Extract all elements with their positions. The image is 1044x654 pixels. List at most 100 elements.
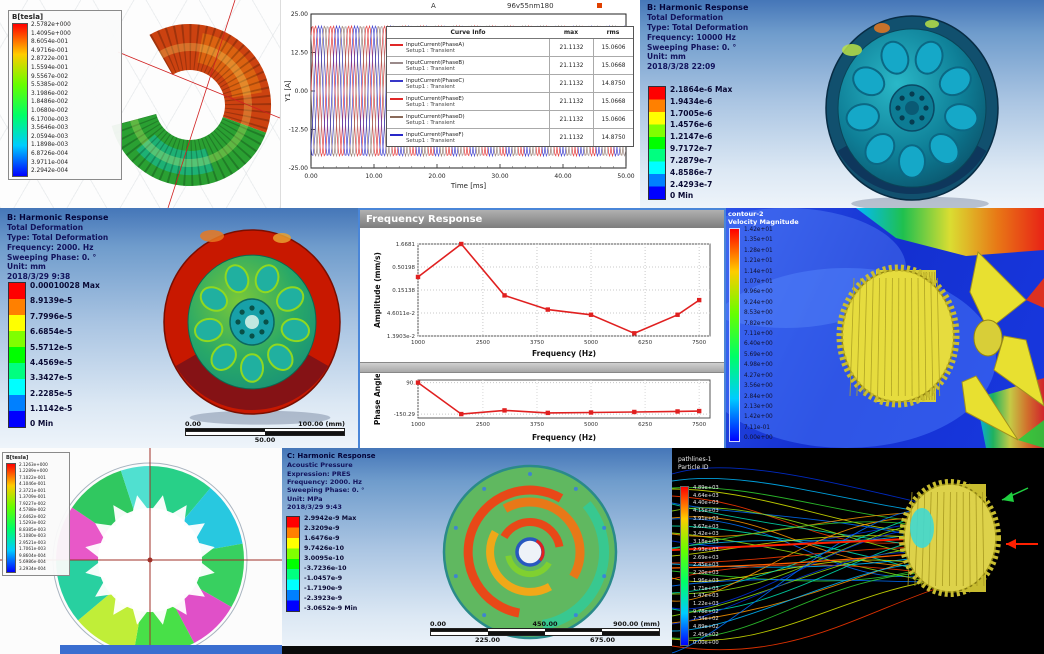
scale-value: 2.20e+03 [693,570,719,577]
svg-text:Time [ms]: Time [ms] [450,182,487,190]
scale-value: 0.00010028 Max [30,281,100,290]
panel-harmonic-10000: B: Harmonic Response Total Deformation T… [640,0,1044,208]
maxwell-bottom-labels: 2.1263e+000 1.2289e+000 7.1022e-001 4.1046e… [19,462,48,571]
svg-text:Frequency (Hz): Frequency (Hz) [532,349,596,358]
scale-value: 1.28e+01 [744,247,773,254]
scale-value: 1.3709e-001 [19,494,46,500]
acoustic-bar [286,516,300,612]
scale-value: 4.15e+03 [693,508,719,515]
svg-text:1000: 1000 [411,422,425,428]
scale-value: 3.2934e-004 [19,565,46,571]
scale-value: 1.1898e-003 [31,142,69,149]
scale-value: 1.5594e-001 [31,64,69,71]
svg-text:2500: 2500 [476,422,490,428]
scale-value: 7.2879e-7 [670,155,713,165]
svg-text:Frequency (Hz): Frequency (Hz) [532,433,596,442]
curve-setup: Setup1 : Transient [406,65,455,72]
panel-current-plot: A 96v55nm180 25.00 12.50 0.00 -12.50 -25.00 0… [280,0,641,208]
scale-value: 1.9434e-6 [670,96,713,106]
scale-value: 2.6462e-002 [19,513,46,519]
curve-row: InputCurrent(PhaseD) Setup1 : Transient 21… [387,111,633,129]
result-title: C: Harmonic Response [287,452,376,460]
result-line: Sweeping Phase: 0. ° [647,42,737,52]
ruler-label: 50.00 [254,436,276,444]
svg-text:3750: 3750 [530,422,544,428]
scale-value: 3.1986e-002 [31,90,69,97]
maxwell-bottom-bar [6,463,16,573]
scale-value: 3.42e+03 [693,531,719,538]
scale-value: 1.0680e-002 [31,107,69,114]
curve-name: InputCurrent(PhaseF) [406,131,464,138]
scale-value: 7.82e+00 [744,320,773,327]
plot-corner-label: A [431,2,436,10]
particle-bar [680,486,689,646]
window-splitter[interactable] [360,362,724,373]
curve-swatch-icon [390,43,403,46]
svg-text:Y1 [A]: Y1 [A] [284,80,292,102]
panel-maxwell-rotor: B[tesla] 2.1263e+000 1.2289e+000 7.1022e-0… [0,448,282,654]
curve-col-rms: rms [606,29,620,36]
result-line: Acoustic Pressure [287,461,353,470]
frequency-response-window: Frequency Response 1.6681 0.50198 0.15138 4… [358,208,726,450]
svg-text:0.00: 0.00 [295,88,309,95]
acoustic-disc-image [442,464,618,640]
scale-value: 9.7172e-7 [670,144,713,154]
curve-name: InputCurrent(PhaseE) [406,95,464,102]
scale-value: 4.8586e-7 [670,167,713,177]
scale-value: 3.0095e-10 [304,554,344,562]
svg-text:2500: 2500 [476,340,490,346]
scale-value: -3.7236e-10 [304,564,347,572]
curve-rms: 14.8750 [593,129,633,146]
window-bottom-strip [282,646,672,654]
scale-value: 1.1142e-5 [30,404,73,413]
svg-text:4.6011e-2: 4.6011e-2 [387,311,415,317]
scale-value: 2.3209e-9 [304,524,340,532]
scale-value: 2.1864e-6 Max [670,85,733,94]
window-titlebar[interactable]: Frequency Response [360,210,724,228]
scale-value: 6.8726e-004 [31,150,69,157]
result-line: Total Deformation [7,223,84,233]
scale-value: 2.2942e-004 [31,168,69,175]
curve-max: 21.1132 [549,111,593,128]
ruler-label: 0.00 [430,620,447,628]
curve-swatch-icon [390,115,403,118]
result-line: 2018/3/29 9:38 [7,272,71,282]
scale-value: 0 Min [30,419,54,429]
scale-value: 9.96e+00 [744,289,773,296]
scale-value: 2.45e+02 [693,631,719,638]
panel-harmonic-2000: B: Harmonic Response Total Deformation T… [0,208,358,448]
svg-text:1000: 1000 [411,340,425,346]
scale-value: 2.0594e-003 [31,133,69,140]
ruler-label: 100.00 (mm) [298,420,345,428]
scale-value: 9.5567e-002 [31,73,69,80]
scale-value: 2.45e+03 [693,562,719,569]
scale-value: 7.9227e-002 [19,500,46,506]
scale-value: 1.22e+03 [693,601,719,608]
result-line: Unit: mm [7,262,46,272]
svg-text:5000: 5000 [584,422,598,428]
scale-value: 1.7061e-003 [19,546,46,552]
scale-value: 1.71e+03 [693,585,719,592]
scale-value: 4.9716e-001 [31,47,69,54]
scale-value: 5.6986e-004 [19,559,46,565]
svg-text:25.00: 25.00 [291,11,308,18]
result-line: Frequency: 2000. Hz [287,477,362,486]
curve-swatch-icon [390,133,403,136]
scale-value: 2.9521e-003 [19,539,46,545]
scale-value: 7.34e+02 [693,616,719,623]
svg-text:12.50: 12.50 [291,50,308,57]
scale-value: 4.89e+03 [693,485,719,491]
acoustic-labels: 2.9942e-9 Max 2.3209e-9 1.6476e-9 9.7426e-1… [304,515,357,612]
scale-value: 2.69e+03 [693,554,719,561]
result-line: Frequency: 2000. Hz [7,242,94,252]
result-line: Sweeping Phase: 0. ° [7,252,97,262]
curve-swatch-icon [390,79,403,82]
panel-acoustic: C: Harmonic Response Acoustic Pressure E… [282,448,672,654]
curve-table-rows: InputCurrent(PhaseA) Setup1 : Transient 21… [387,39,633,146]
svg-text:30.00: 30.00 [491,173,508,180]
deform2000-bar [8,282,26,428]
streamlines-image [672,467,1038,654]
svg-text:7500: 7500 [692,422,706,428]
curve-name: InputCurrent(PhaseD) [406,113,465,120]
